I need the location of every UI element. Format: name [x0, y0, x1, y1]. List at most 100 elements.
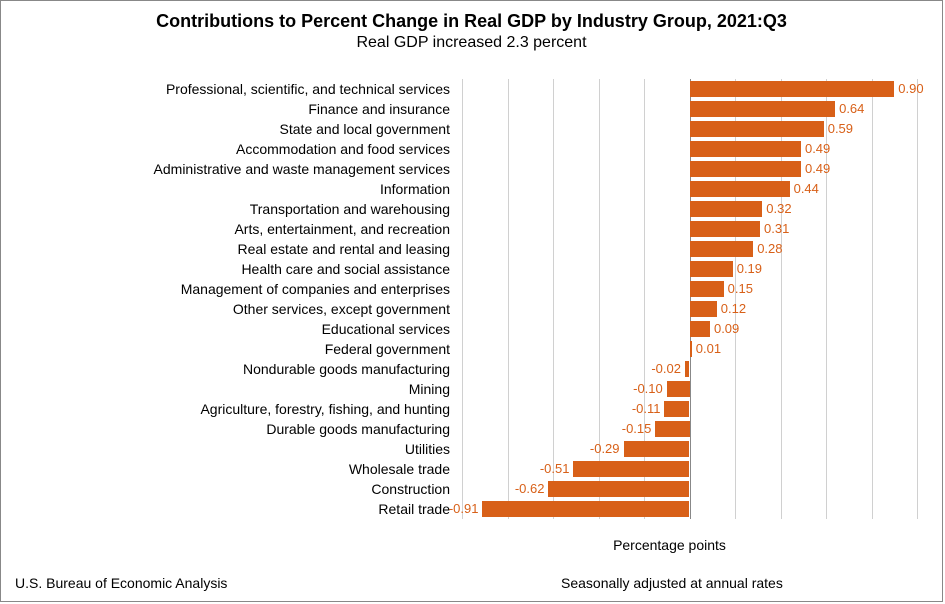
bar-row: Accommodation and food services 0.49 [21, 139, 921, 159]
value-label: 0.01 [696, 339, 721, 359]
value-label: 0.15 [728, 279, 753, 299]
bar-row: Mining -0.10 [21, 379, 921, 399]
value-label: 0.59 [828, 119, 853, 139]
bar-zone: 0.90 [462, 79, 917, 99]
bar-zone: -0.15 [462, 419, 917, 439]
bar-zone: 0.32 [462, 199, 917, 219]
bar-zone: -0.51 [462, 459, 917, 479]
bar-zone: 0.49 [462, 159, 917, 179]
bar [690, 121, 824, 137]
category-label: State and local government [21, 119, 456, 139]
bar [548, 481, 689, 497]
bar [690, 301, 717, 317]
category-label: Construction [21, 479, 456, 499]
value-label: -0.91 [449, 499, 479, 519]
bar [573, 461, 689, 477]
bar [690, 321, 710, 337]
bar [667, 381, 690, 397]
bar-row: Federal government 0.01 [21, 339, 921, 359]
bar-row: Durable goods manufacturing-0.15 [21, 419, 921, 439]
bar [690, 81, 895, 97]
bar-zone: 0.28 [462, 239, 917, 259]
bar [624, 441, 690, 457]
value-label: -0.11 [632, 399, 661, 419]
bar-zone: -0.11 [462, 399, 917, 419]
bar-zone: -0.62 [462, 479, 917, 499]
category-label: Wholesale trade [21, 459, 456, 479]
category-label: Nondurable goods manufacturing [21, 359, 456, 379]
bar-zone: 0.59 [462, 119, 917, 139]
bar-row: Health care and social assistance 0.19 [21, 259, 921, 279]
category-label: Real estate and rental and leasing [21, 239, 456, 259]
bar [690, 181, 790, 197]
bar-zone: 0.15 [462, 279, 917, 299]
value-label: -0.62 [515, 479, 545, 499]
bar-row: Information 0.44 [21, 179, 921, 199]
bar [690, 101, 836, 117]
bar-row: Nondurable goods manufacturing -0.02 [21, 359, 921, 379]
bar [690, 281, 724, 297]
value-label: 0.28 [757, 239, 782, 259]
bar-row: Arts, entertainment, and recreation 0.31 [21, 219, 921, 239]
bar-row: Agriculture, forestry, fishing, and hunt… [21, 399, 921, 419]
bar [685, 361, 690, 377]
bar-row: Construction -0.62 [21, 479, 921, 499]
adjustment-note: Seasonally adjusted at annual rates [561, 575, 783, 591]
category-label: Administrative and waste management serv… [21, 159, 456, 179]
plot-area: Professional, scientific, and technical … [21, 79, 921, 527]
bar-zone: 0.19 [462, 259, 917, 279]
bar-zone: 0.12 [462, 299, 917, 319]
category-label: Accommodation and food services [21, 139, 456, 159]
bar [690, 221, 761, 237]
bar-zone: 0.64 [462, 99, 917, 119]
value-label: 0.49 [805, 139, 830, 159]
value-label: 0.44 [794, 179, 819, 199]
bar [690, 141, 801, 157]
category-label: Agriculture, forestry, fishing, and hunt… [21, 399, 456, 419]
bar-row: Transportation and warehousing0.32 [21, 199, 921, 219]
value-label: 0.90 [898, 79, 923, 99]
value-label: -0.02 [651, 359, 681, 379]
category-label: Federal government [21, 339, 456, 359]
bar-zone: -0.02 [462, 359, 917, 379]
chart-container: Contributions to Percent Change in Real … [0, 0, 943, 602]
bar-zone: 0.01 [462, 339, 917, 359]
category-label: Mining [21, 379, 456, 399]
bar-row: Real estate and rental and leasing 0.28 [21, 239, 921, 259]
bar-zone: -0.91 [462, 499, 917, 519]
bar-row: Administrative and waste management serv… [21, 159, 921, 179]
source-label: U.S. Bureau of Economic Analysis [15, 575, 227, 591]
chart-subtitle: Real GDP increased 2.3 percent [1, 34, 942, 52]
bar-row: Professional, scientific, and technical … [21, 79, 921, 99]
category-label: Arts, entertainment, and recreation [21, 219, 456, 239]
bar-row: Educational services 0.09 [21, 319, 921, 339]
value-label: -0.15 [622, 419, 652, 439]
bar-row: State and local government 0.59 [21, 119, 921, 139]
bar-zone: 0.09 [462, 319, 917, 339]
category-label: Other services, except government [21, 299, 456, 319]
bar [664, 401, 689, 417]
bar-row: Finance and insurance0.64 [21, 99, 921, 119]
bar-zone: -0.10 [462, 379, 917, 399]
bar [690, 341, 692, 357]
value-label: 0.31 [764, 219, 789, 239]
bar [655, 421, 689, 437]
bar-row: Other services, except government 0.12 [21, 299, 921, 319]
value-label: -0.29 [590, 439, 620, 459]
value-label: 0.32 [766, 199, 791, 219]
bar [690, 241, 754, 257]
bar-zone: 0.44 [462, 179, 917, 199]
bar-row: Wholesale trade -0.51 [21, 459, 921, 479]
category-label: Educational services [21, 319, 456, 339]
bar-zone: 0.31 [462, 219, 917, 239]
bar-zone: -0.29 [462, 439, 917, 459]
value-label: 0.12 [721, 299, 746, 319]
value-label: 0.09 [714, 319, 739, 339]
category-label: Professional, scientific, and technical … [21, 79, 456, 99]
bar-row: Retail trade-0.91 [21, 499, 921, 519]
category-label: Information [21, 179, 456, 199]
category-label: Utilities [21, 439, 456, 459]
category-label: Health care and social assistance [21, 259, 456, 279]
bar-zone: 0.49 [462, 139, 917, 159]
value-label: 0.19 [737, 259, 762, 279]
